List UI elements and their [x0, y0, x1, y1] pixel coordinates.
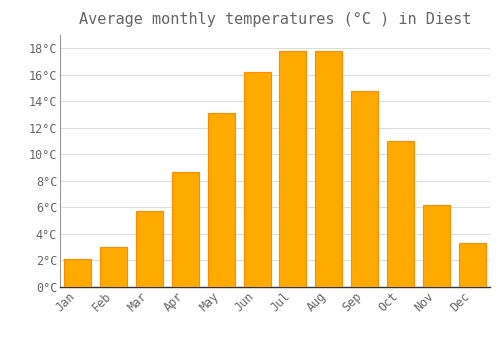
Bar: [458, 243, 485, 287]
Bar: [387, 141, 414, 287]
Bar: [423, 205, 450, 287]
Bar: [244, 72, 270, 287]
Bar: [316, 51, 342, 287]
Bar: [280, 51, 306, 287]
Bar: [136, 211, 163, 287]
Bar: [208, 113, 234, 287]
Bar: [351, 91, 378, 287]
Bar: [172, 172, 199, 287]
Bar: [64, 259, 92, 287]
Bar: [100, 247, 127, 287]
Title: Average monthly temperatures (°C ) in Diest: Average monthly temperatures (°C ) in Di…: [79, 12, 471, 27]
